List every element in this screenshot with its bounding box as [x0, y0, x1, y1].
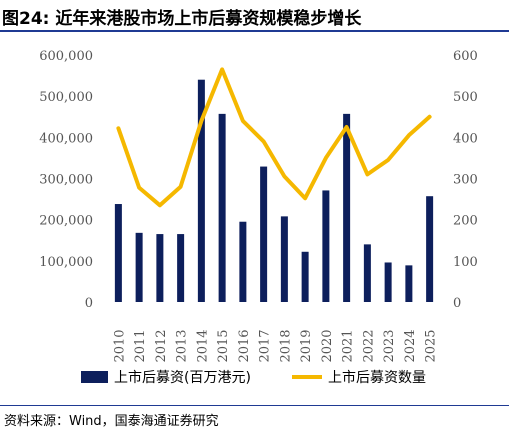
x-axis-tick-label: 2018: [278, 329, 293, 362]
left-axis-tick-label: 100,000: [39, 255, 93, 270]
x-axis-tick-label: 2023: [382, 329, 397, 362]
right-axis-tick-label: 0: [453, 296, 461, 311]
figure-title: 图24: 近年来港股市场上市后募资规模稳步增长: [2, 9, 362, 29]
right-axis-tick-label: 600: [453, 49, 478, 64]
bar-2010: [114, 204, 122, 302]
bar-2012: [156, 234, 164, 302]
x-axis-tick-label: 2025: [424, 329, 439, 362]
x-axis-tick-label: 2011: [133, 329, 148, 362]
x-axis-tick-label: 2013: [175, 329, 190, 362]
figure-title-bar: 图24: 近年来港股市场上市后募资规模稳步增长: [0, 0, 509, 29]
x-axis-tick-label: 2012: [154, 329, 169, 362]
bar-2018: [280, 216, 288, 302]
bar-2017: [260, 166, 268, 302]
bar-2025: [426, 196, 434, 302]
source-divider: [0, 405, 509, 406]
x-axis-tick-label: 2024: [403, 329, 418, 362]
bar-2016: [239, 221, 247, 302]
legend-bar-swatch: [81, 371, 108, 383]
left-axis-tick-label: 0: [85, 296, 93, 311]
bar-2022: [363, 244, 371, 302]
right-axis-tick-label: 500: [453, 90, 478, 105]
x-axis-tick-label: 2017: [258, 329, 273, 362]
line-series-count: [116, 67, 432, 208]
right-axis-tick-label: 200: [453, 214, 478, 229]
bar-2013: [177, 234, 185, 302]
left-axis-tick-label: 600,000: [39, 49, 93, 64]
x-axis-tick-label: 2015: [216, 329, 231, 362]
x-axis-tick-label: 2019: [299, 329, 314, 362]
bar-2023: [384, 262, 392, 302]
right-axis-tick-label: 300: [453, 173, 478, 188]
x-axis-tick-label: 2014: [195, 329, 210, 362]
right-axis-tick-label: 400: [453, 131, 478, 146]
x-axis-tick-label: 2010: [112, 329, 127, 362]
bar-2011: [135, 232, 143, 302]
left-axis-tick-label: 300,000: [39, 173, 93, 188]
left-axis-tick-label: 500,000: [39, 90, 93, 105]
left-axis-tick-label: 400,000: [39, 131, 93, 146]
left-axis-tick-label: 200,000: [39, 214, 93, 229]
x-axis-tick-label: 2022: [361, 329, 376, 362]
legend-bar-label: 上市后募资(百万港元): [114, 369, 251, 386]
bar-2021: [343, 113, 351, 302]
bar-2015: [218, 113, 226, 302]
x-axis-tick-label: 2016: [237, 329, 252, 362]
bar-2014: [197, 79, 205, 302]
legend-line-label: 上市后募资数量: [328, 369, 426, 386]
title-divider: [0, 30, 509, 32]
bar-2020: [322, 190, 330, 302]
bar-2024: [405, 265, 413, 302]
bar-2019: [301, 251, 309, 302]
chart: 0 100,000 200,000 300,000 400,000 500,000 600,…: [39, 49, 478, 386]
x-axis-tick-label: 2021: [341, 329, 356, 362]
source-note: 资料来源：Wind，国泰海通证券研究: [4, 414, 219, 429]
right-axis-tick-label: 100: [453, 255, 478, 270]
x-axis-tick-label: 2020: [320, 329, 335, 362]
